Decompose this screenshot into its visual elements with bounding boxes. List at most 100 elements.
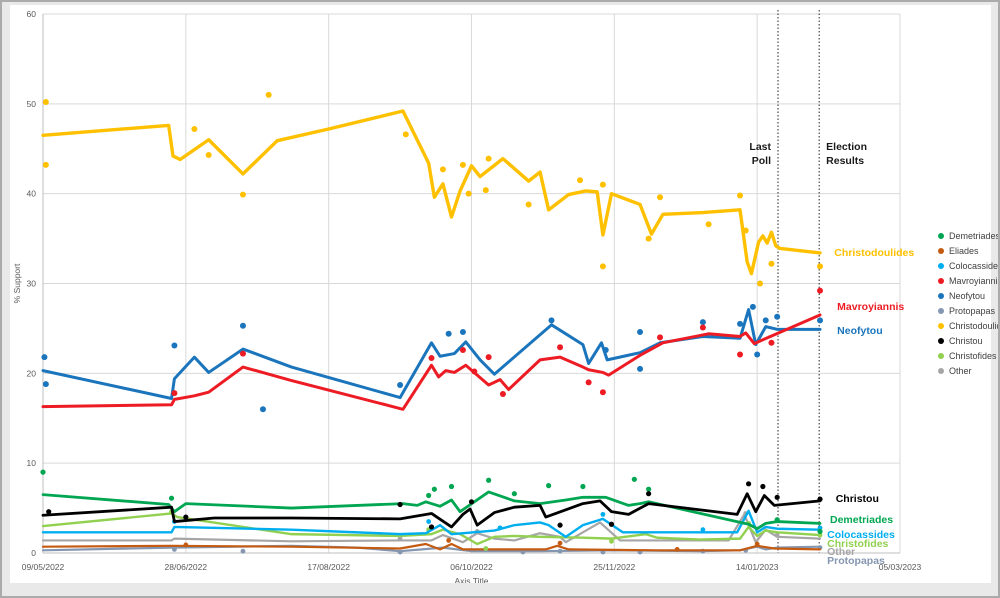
data-point-christodoulides <box>599 263 606 270</box>
legend-label: Neofytou <box>949 290 986 301</box>
data-point-neofytou <box>637 329 644 336</box>
y-tick-label: 50 <box>27 99 37 109</box>
data-point-christodoulides <box>465 190 472 197</box>
data-point-eliades <box>674 547 680 552</box>
legend-item-mavroyiannis: Mavroyiannis <box>938 273 1000 288</box>
data-point-mavroyiannis <box>657 334 664 341</box>
data-point-demetriades <box>426 492 432 499</box>
data-point-eliades <box>557 540 563 546</box>
data-point-christou <box>183 514 189 520</box>
y-tick-label: 0 <box>31 548 36 558</box>
data-point-mavroyiannis <box>485 354 492 361</box>
data-point-colocassides <box>497 525 503 531</box>
data-point-protopapas <box>240 548 246 554</box>
legend-marker-icon <box>938 292 944 299</box>
data-point-demetriades <box>631 476 637 482</box>
data-point-christodoulides <box>742 227 749 234</box>
series-end-label-christodoulides: Christodoulides <box>834 247 914 259</box>
data-point-mavroyiannis <box>768 339 775 346</box>
data-point-demetriades <box>448 483 455 490</box>
series-line-mavroyiannis <box>41 313 822 411</box>
x-tick-label: 28/06/2022 <box>165 562 208 572</box>
x-tick-label: 06/10/2022 <box>450 562 493 572</box>
y-axis-title: % Support <box>12 263 22 303</box>
x-axis-title: Axis Title <box>454 576 488 583</box>
data-point-neofytou <box>699 319 706 326</box>
legend-item-other: Other <box>938 363 998 378</box>
data-point-neofytou <box>259 406 266 413</box>
data-point-christou <box>760 483 766 490</box>
data-point-protopapas <box>397 549 403 555</box>
series-line-christofides <box>41 512 822 546</box>
legend-marker-icon <box>938 247 944 254</box>
data-point-other <box>397 536 403 542</box>
data-point-colocassides <box>700 527 706 533</box>
data-point-colocassides <box>600 511 606 517</box>
legend-marker-icon <box>938 262 944 269</box>
data-point-christou <box>46 509 52 515</box>
legend-item-christofides: Christofides <box>938 348 998 363</box>
legend-item-colocassides: Colocassides <box>938 258 1000 273</box>
y-tick-label: 10 <box>27 458 37 468</box>
x-tick-label: 17/08/2022 <box>307 562 350 572</box>
data-point-christodoulides <box>459 161 466 168</box>
series-line-neofytou <box>41 308 822 400</box>
series-end-label-other: Other <box>827 546 855 558</box>
data-point-mavroyiannis <box>599 389 606 396</box>
data-point-mavroyiannis <box>817 287 824 294</box>
data-point-demetriades <box>168 495 175 501</box>
legend-label: Colocassides <box>949 260 1000 271</box>
y-tick-label: 40 <box>27 189 37 199</box>
data-point-demetriades <box>774 517 780 523</box>
legend-marker-icon <box>938 277 944 284</box>
series-line-colocassides <box>41 509 822 539</box>
legend-item-neofytou: Neofytou <box>938 288 998 303</box>
y-tick-label: 20 <box>27 368 37 378</box>
data-point-eliades <box>183 542 189 548</box>
data-point-christodoulides <box>757 280 764 287</box>
series-end-label-christou: Christou <box>836 493 879 505</box>
data-point-mavroyiannis <box>557 344 564 351</box>
data-point-mavroyiannis <box>585 379 592 386</box>
data-point-christou <box>817 496 823 502</box>
legend-item-christou: Christou <box>938 333 998 348</box>
x-tick-label: 09/05/2022 <box>22 562 65 572</box>
y-tick-label: 30 <box>27 279 37 289</box>
data-point-neofytou <box>445 330 452 337</box>
chart-panel: 0 10 20 30 40 50 60 09/05/2022 28/06/2022 17/08/2… <box>10 5 998 583</box>
data-point-christodoulides <box>485 155 492 162</box>
data-point-christodoulides <box>525 201 532 208</box>
data-point-mavroyiannis <box>499 390 506 397</box>
data-point-neofytou <box>41 354 48 361</box>
data-point-christou <box>608 521 615 527</box>
data-point-christodoulides <box>42 161 49 168</box>
data-point-neofytou <box>459 329 466 336</box>
series-line-demetriades <box>41 490 822 531</box>
data-point-mavroyiannis <box>171 390 178 397</box>
data-point-christofides <box>483 546 489 551</box>
data-point-neofytou <box>42 381 49 388</box>
data-point-christou <box>646 491 652 497</box>
series-end-label-demetriades: Demetriades <box>830 514 893 526</box>
data-point-neofytou <box>762 317 769 324</box>
data-point-christodoulides <box>737 192 744 199</box>
data-point-christou <box>745 481 752 487</box>
data-point-christodoulides <box>482 187 489 194</box>
legend-item-christodoulides: Christodoulides <box>938 318 998 333</box>
data-point-christou <box>774 494 780 500</box>
data-point-demetriades <box>546 483 552 489</box>
data-point-christou <box>468 499 475 505</box>
data-point-neofytou <box>737 320 744 327</box>
data-point-christodoulides <box>705 221 712 228</box>
data-point-other <box>774 532 780 538</box>
x-tick-label: 05/03/2023 <box>879 562 922 572</box>
legend-marker-icon <box>938 337 944 344</box>
data-point-neofytou <box>602 346 609 353</box>
x-tick-label: 14/01/2023 <box>736 562 779 572</box>
data-point-christou <box>397 501 403 508</box>
data-point-christodoulides <box>265 91 272 98</box>
legend-label: Christofides <box>949 350 997 361</box>
legend-label: Protopapas <box>949 305 996 316</box>
legend-label: Mavroyiannis <box>949 275 1000 286</box>
